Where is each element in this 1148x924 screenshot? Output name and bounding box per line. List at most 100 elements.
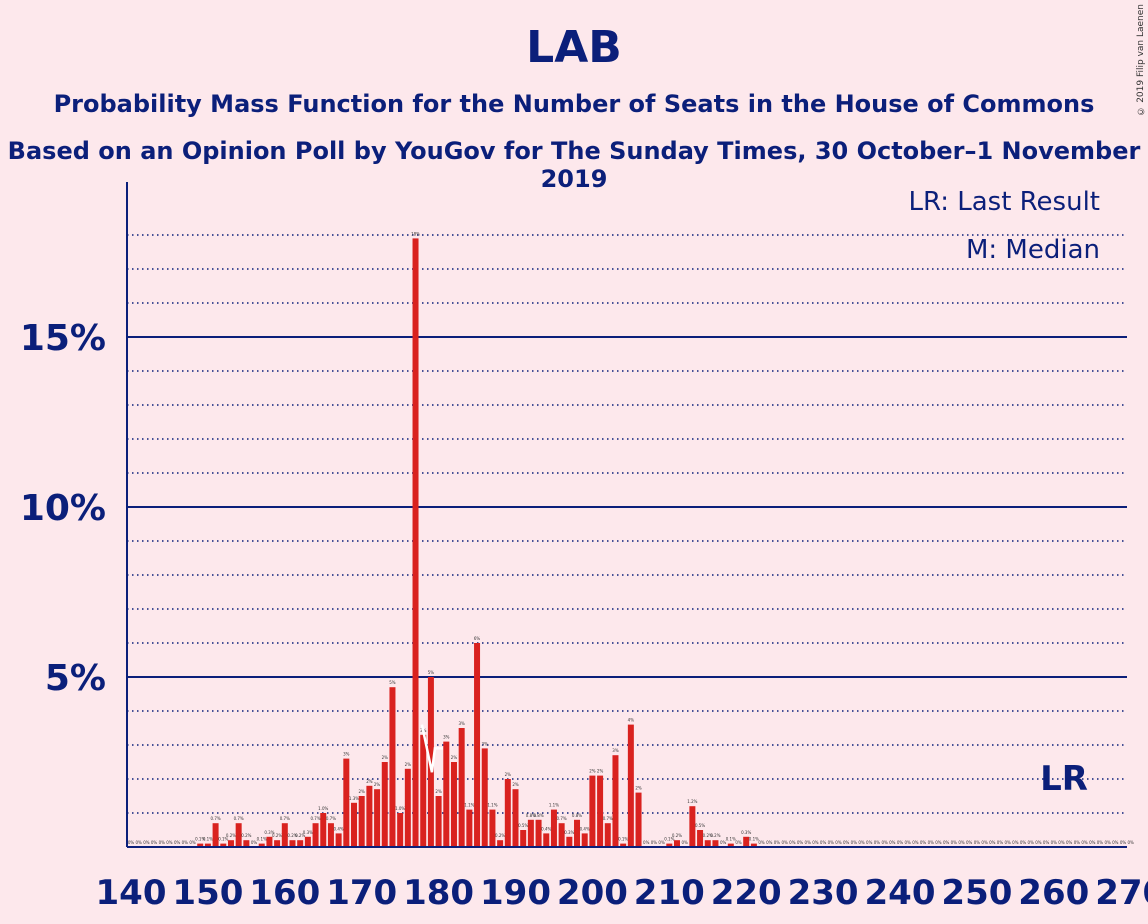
bar-value-label: 0% bbox=[812, 840, 819, 845]
legend-entry: M: Median bbox=[966, 235, 1100, 265]
bar-value-label: 0.1% bbox=[257, 837, 267, 842]
x-tick-label: 230 bbox=[788, 873, 859, 913]
bar-seat-196 bbox=[558, 823, 565, 847]
bar-seat-176 bbox=[404, 768, 411, 847]
bar-value-label: 1.1% bbox=[549, 803, 559, 808]
bar-value-label: 2% bbox=[374, 782, 381, 787]
bar-seat-163 bbox=[304, 836, 311, 847]
bar-seat-149 bbox=[197, 843, 204, 847]
bar-value-label: 0% bbox=[1020, 840, 1027, 845]
bar-value-label: 0% bbox=[774, 840, 781, 845]
bar-seat-180 bbox=[435, 796, 442, 847]
bar-seat-157 bbox=[258, 843, 265, 847]
bar-value-label: 0.5% bbox=[695, 823, 705, 828]
bar-seat-165 bbox=[320, 813, 327, 847]
bar-seat-168 bbox=[343, 758, 350, 847]
bar-value-label: 3% bbox=[612, 748, 619, 753]
bar-value-label: 2% bbox=[589, 769, 596, 774]
bar-value-label: 0% bbox=[928, 840, 935, 845]
bar-value-label: 0.2% bbox=[295, 833, 305, 838]
bar-seat-199 bbox=[581, 833, 588, 847]
bar-value-label: 0% bbox=[912, 840, 919, 845]
bar-seat-213 bbox=[689, 806, 696, 847]
bar-seat-153 bbox=[227, 840, 234, 847]
bar-seat-164 bbox=[312, 823, 319, 847]
bar-seat-202 bbox=[604, 823, 611, 847]
bar-value-label: 0.4% bbox=[580, 826, 590, 831]
bar-value-label: 0% bbox=[820, 840, 827, 845]
bar-seat-150 bbox=[204, 843, 211, 847]
bar-value-label: 0% bbox=[251, 840, 258, 845]
bar-value-label: 2% bbox=[382, 755, 389, 760]
bar-seat-155 bbox=[243, 840, 250, 847]
bar-value-label: 0% bbox=[958, 840, 965, 845]
bar-value-label: 0% bbox=[905, 840, 912, 845]
x-tick-label: 250 bbox=[941, 873, 1012, 913]
bar-value-label: 0% bbox=[766, 840, 773, 845]
bar-seat-166 bbox=[327, 823, 334, 847]
bar-seat-190 bbox=[512, 789, 519, 847]
bar-value-label: 3% bbox=[443, 735, 450, 740]
bar-value-label: 1.0% bbox=[318, 806, 328, 811]
bar-value-label: 0.2% bbox=[272, 833, 282, 838]
x-tick-label: 150 bbox=[172, 873, 243, 913]
bar-seat-185 bbox=[474, 643, 481, 847]
bar-value-label: 0.3% bbox=[264, 830, 274, 835]
bar-seat-178 bbox=[420, 734, 427, 847]
bar-seat-152 bbox=[220, 843, 227, 847]
bar-value-label: 0% bbox=[720, 840, 727, 845]
x-tick-label: 270 bbox=[1095, 873, 1148, 913]
bar-value-label: 0.1% bbox=[218, 837, 228, 842]
bar-value-label: 0% bbox=[889, 840, 896, 845]
bar-value-label: 0.7% bbox=[310, 816, 320, 821]
bar-value-label: 0% bbox=[951, 840, 958, 845]
bar-value-label: 0% bbox=[1128, 840, 1135, 845]
bar-value-label: 0% bbox=[1012, 840, 1019, 845]
bar-value-label: 0.2% bbox=[226, 833, 236, 838]
bar-seat-204 bbox=[620, 843, 627, 847]
bar-value-label: 0.3% bbox=[741, 830, 751, 835]
bar-value-label: 18% bbox=[411, 231, 420, 236]
bar-seat-200 bbox=[589, 775, 596, 847]
bar-value-label: 2% bbox=[359, 789, 366, 794]
bar-seat-173 bbox=[381, 762, 388, 847]
bar-seat-161 bbox=[289, 840, 296, 847]
bar-seat-189 bbox=[504, 779, 511, 847]
bar-value-label: 0% bbox=[1051, 840, 1058, 845]
bar-seat-198 bbox=[574, 819, 581, 847]
bar-seat-154 bbox=[235, 823, 242, 847]
bar-value-label: 0% bbox=[166, 840, 173, 845]
bar-value-label: 1.1% bbox=[464, 803, 474, 808]
bar-value-label: 0% bbox=[943, 840, 950, 845]
bar-value-label: 0.2% bbox=[287, 833, 297, 838]
bar-value-label: 0.5% bbox=[518, 823, 528, 828]
bar-value-label: 0% bbox=[997, 840, 1004, 845]
bar-value-label: 3% bbox=[458, 721, 465, 726]
bar-value-label: 0.4% bbox=[541, 826, 551, 831]
bar-value-label: 0.8% bbox=[572, 813, 582, 818]
bar-value-label: 0% bbox=[1089, 840, 1096, 845]
bar-seat-184 bbox=[466, 809, 473, 847]
bar-value-label: 0.1% bbox=[195, 837, 205, 842]
bar-seat-197 bbox=[566, 836, 573, 847]
x-tick-label: 220 bbox=[711, 873, 782, 913]
bar-value-label: 0% bbox=[843, 840, 850, 845]
bar-value-label: 1.2% bbox=[687, 799, 697, 804]
bar-value-label: 0% bbox=[758, 840, 765, 845]
bar-seat-201 bbox=[597, 775, 604, 847]
bar-value-label: 0% bbox=[682, 840, 689, 845]
x-tick-label: 180 bbox=[403, 873, 474, 913]
bar-value-label: 0% bbox=[966, 840, 973, 845]
bar-value-label: 0% bbox=[1035, 840, 1042, 845]
bar-value-label: 2% bbox=[512, 782, 519, 787]
legend-entry: LR: Last Result bbox=[908, 187, 1100, 217]
bar-seat-220 bbox=[743, 836, 750, 847]
x-tick-label: 210 bbox=[634, 873, 705, 913]
bar-value-label: 0% bbox=[781, 840, 788, 845]
bar-value-label: 0.2% bbox=[495, 833, 505, 838]
bar-value-label: 0% bbox=[1043, 840, 1050, 845]
x-tick-label: 260 bbox=[1018, 873, 1089, 913]
chart-title: LAB bbox=[526, 22, 622, 73]
bar-value-label: 0% bbox=[182, 840, 189, 845]
bar-value-label: 0% bbox=[151, 840, 158, 845]
